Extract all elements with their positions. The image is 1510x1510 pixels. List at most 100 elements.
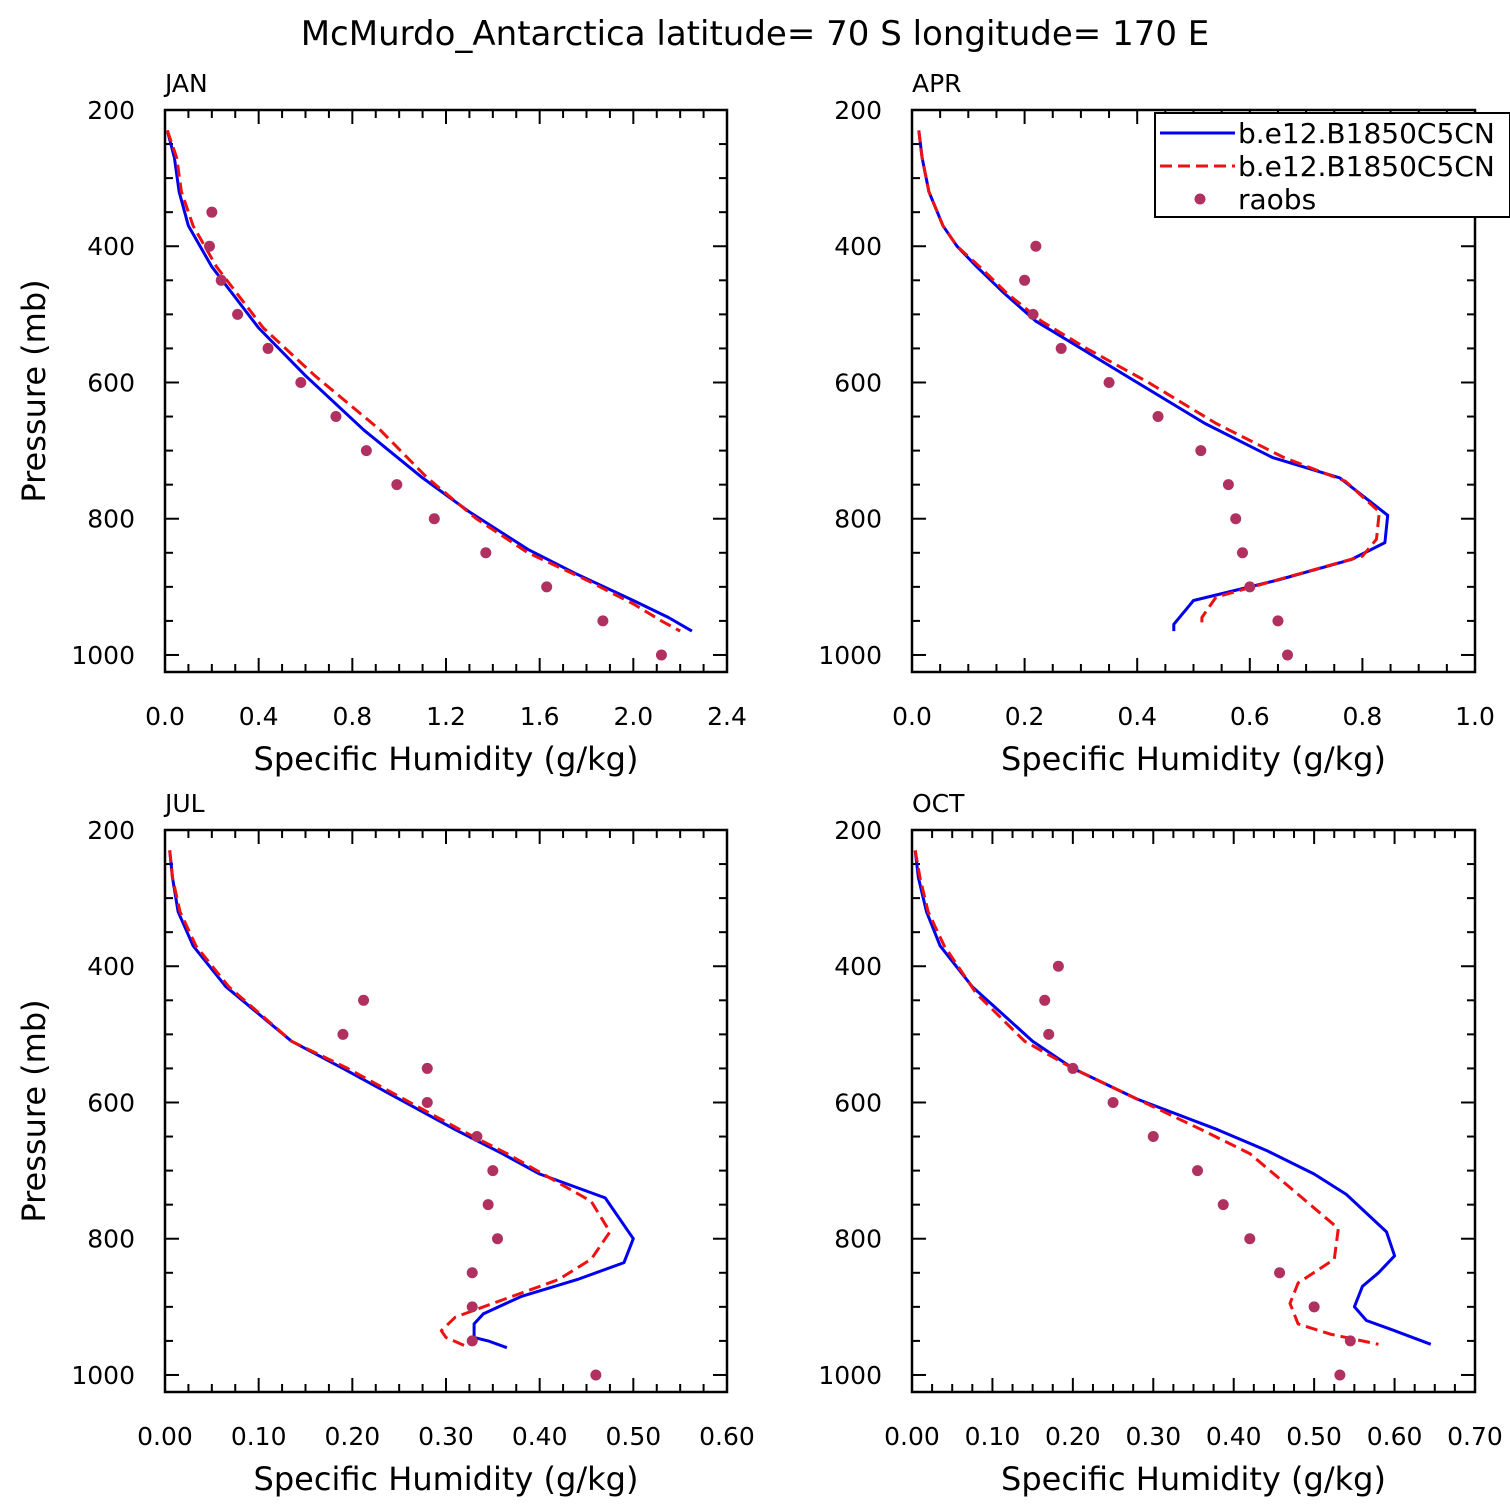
y-tick-label: 200 [87, 96, 135, 125]
raobs-point [1195, 445, 1207, 457]
raobs-point [1222, 479, 1234, 491]
x-tick-label: 0.8 [332, 702, 372, 731]
panel-oct: OCT 0.00 0.10 0.20 0.30 0.40 0.50 0.60 0.70 200 40… [818, 789, 1502, 1498]
raobs-point [421, 1096, 433, 1108]
y-tick-label: 1000 [818, 1361, 882, 1390]
panel-jan: JAN 0.0 0.4 0.8 1.2 1.6 2.0 2.4 200 400 600 800 1000… [15, 69, 747, 778]
raobs-point [466, 1301, 478, 1313]
y-tick-label: 600 [87, 368, 135, 397]
raobs-point [471, 1131, 483, 1143]
panel-label: JAN [163, 69, 208, 98]
raobs-point [480, 547, 492, 559]
raobs-point [590, 1369, 602, 1381]
raobs-point [203, 240, 215, 252]
x-tick-label: 1.2 [426, 702, 466, 731]
x-tick-label: 0.60 [699, 1422, 755, 1451]
raobs-point [466, 1335, 478, 1347]
raobs-point [330, 411, 342, 423]
raobs-point [1052, 960, 1064, 972]
x-tick-label: 0.2 [1005, 702, 1045, 731]
x-axis-label: Specific Humidity (g/kg) [1001, 1460, 1386, 1498]
x-tick-label: 0.4 [239, 702, 279, 731]
raobs-point [337, 1028, 349, 1040]
raobs-point [1019, 274, 1031, 286]
raobs-point [428, 513, 440, 525]
x-tick-label: 0.20 [324, 1422, 380, 1451]
raobs-point [597, 615, 609, 627]
raobs-point [1067, 1062, 1079, 1074]
x-tick-label: 0.8 [1343, 702, 1383, 731]
raobs-point [262, 342, 274, 354]
x-tick-label: 0.40 [512, 1422, 568, 1451]
panel-label: JUL [163, 789, 205, 818]
x-tick-label: 0.10 [965, 1422, 1021, 1451]
raobs-point [482, 1199, 494, 1211]
raobs-point [206, 206, 218, 218]
raobs-point [295, 376, 307, 388]
x-tick-label: 0.20 [1045, 1422, 1101, 1451]
y-tick-label: 600 [87, 1088, 135, 1117]
raobs-point [487, 1165, 499, 1177]
x-tick-label: 0.70 [1447, 1422, 1503, 1451]
x-tick-label: 0.00 [137, 1422, 193, 1451]
y-tick-label: 600 [834, 1088, 882, 1117]
figure-title: McMurdo_Antarctica latitude= 70 S longit… [301, 14, 1210, 54]
x-tick-label: 0.0 [892, 702, 932, 731]
y-tick-label: 600 [834, 368, 882, 397]
raobs-point [421, 1062, 433, 1074]
raobs-point [492, 1233, 504, 1245]
y-tick-label: 800 [87, 505, 135, 534]
raobs-point [1344, 1335, 1356, 1347]
panel-apr: APR 0.0 0.2 0.4 0.6 0.8 1.0 200 400 600 800 1000 Spe… [818, 69, 1495, 778]
raobs-point [1055, 342, 1067, 354]
raobs-point [1236, 547, 1248, 559]
raobs-point [1282, 649, 1294, 661]
panel-label: OCT [912, 789, 965, 818]
raobs-point [655, 649, 667, 661]
raobs-point [1217, 1199, 1229, 1211]
model-line-solid [168, 850, 635, 1350]
x-axis-label: Specific Humidity (g/kg) [254, 1460, 639, 1498]
x-tick-label: 2.4 [707, 702, 747, 731]
raobs-point [1192, 1165, 1204, 1177]
x-tick-label: 0.40 [1206, 1422, 1262, 1451]
y-tick-label: 400 [87, 952, 135, 981]
y-tick-label: 200 [834, 816, 882, 845]
y-tick-label: 800 [834, 1225, 882, 1254]
y-tick-label: 1000 [71, 641, 135, 670]
x-axis-label: Specific Humidity (g/kg) [1001, 740, 1386, 778]
raobs-point [1027, 308, 1039, 320]
raobs-point [1043, 1028, 1055, 1040]
raobs-point [1308, 1301, 1320, 1313]
raobs-point [358, 994, 370, 1006]
y-tick-label: 800 [834, 505, 882, 534]
model-line-solid [917, 130, 1390, 632]
y-tick-label: 1000 [818, 641, 882, 670]
x-tick-label: 0.60 [1367, 1422, 1423, 1451]
raobs-point [1274, 1267, 1286, 1279]
model-line-dashed [913, 850, 1379, 1346]
raobs-point [232, 308, 244, 320]
raobs-point [1152, 411, 1164, 423]
x-tick-label: 0.50 [605, 1422, 661, 1451]
raobs-point [1230, 513, 1242, 525]
y-tick-label: 200 [834, 96, 882, 125]
raobs-point [215, 274, 227, 286]
x-tick-label: 0.30 [418, 1422, 474, 1451]
plot-frame [910, 828, 1477, 1394]
x-tick-label: 0.10 [231, 1422, 287, 1451]
raobs-point [1147, 1131, 1159, 1143]
x-tick-label: 0.00 [884, 1422, 940, 1451]
x-tick-label: 0.4 [1117, 702, 1157, 731]
model-line-dashed [168, 850, 612, 1350]
legend-label: raobs [1238, 183, 1316, 216]
y-tick-label: 800 [87, 1225, 135, 1254]
y-axis-label: Pressure (mb) [15, 279, 53, 502]
raobs-point [541, 581, 553, 593]
x-tick-label: 1.6 [520, 702, 560, 731]
model-line-dashed [165, 129, 681, 633]
x-tick-label: 0.30 [1125, 1422, 1181, 1451]
y-tick-label: 1000 [71, 1361, 135, 1390]
raobs-point [1244, 581, 1256, 593]
